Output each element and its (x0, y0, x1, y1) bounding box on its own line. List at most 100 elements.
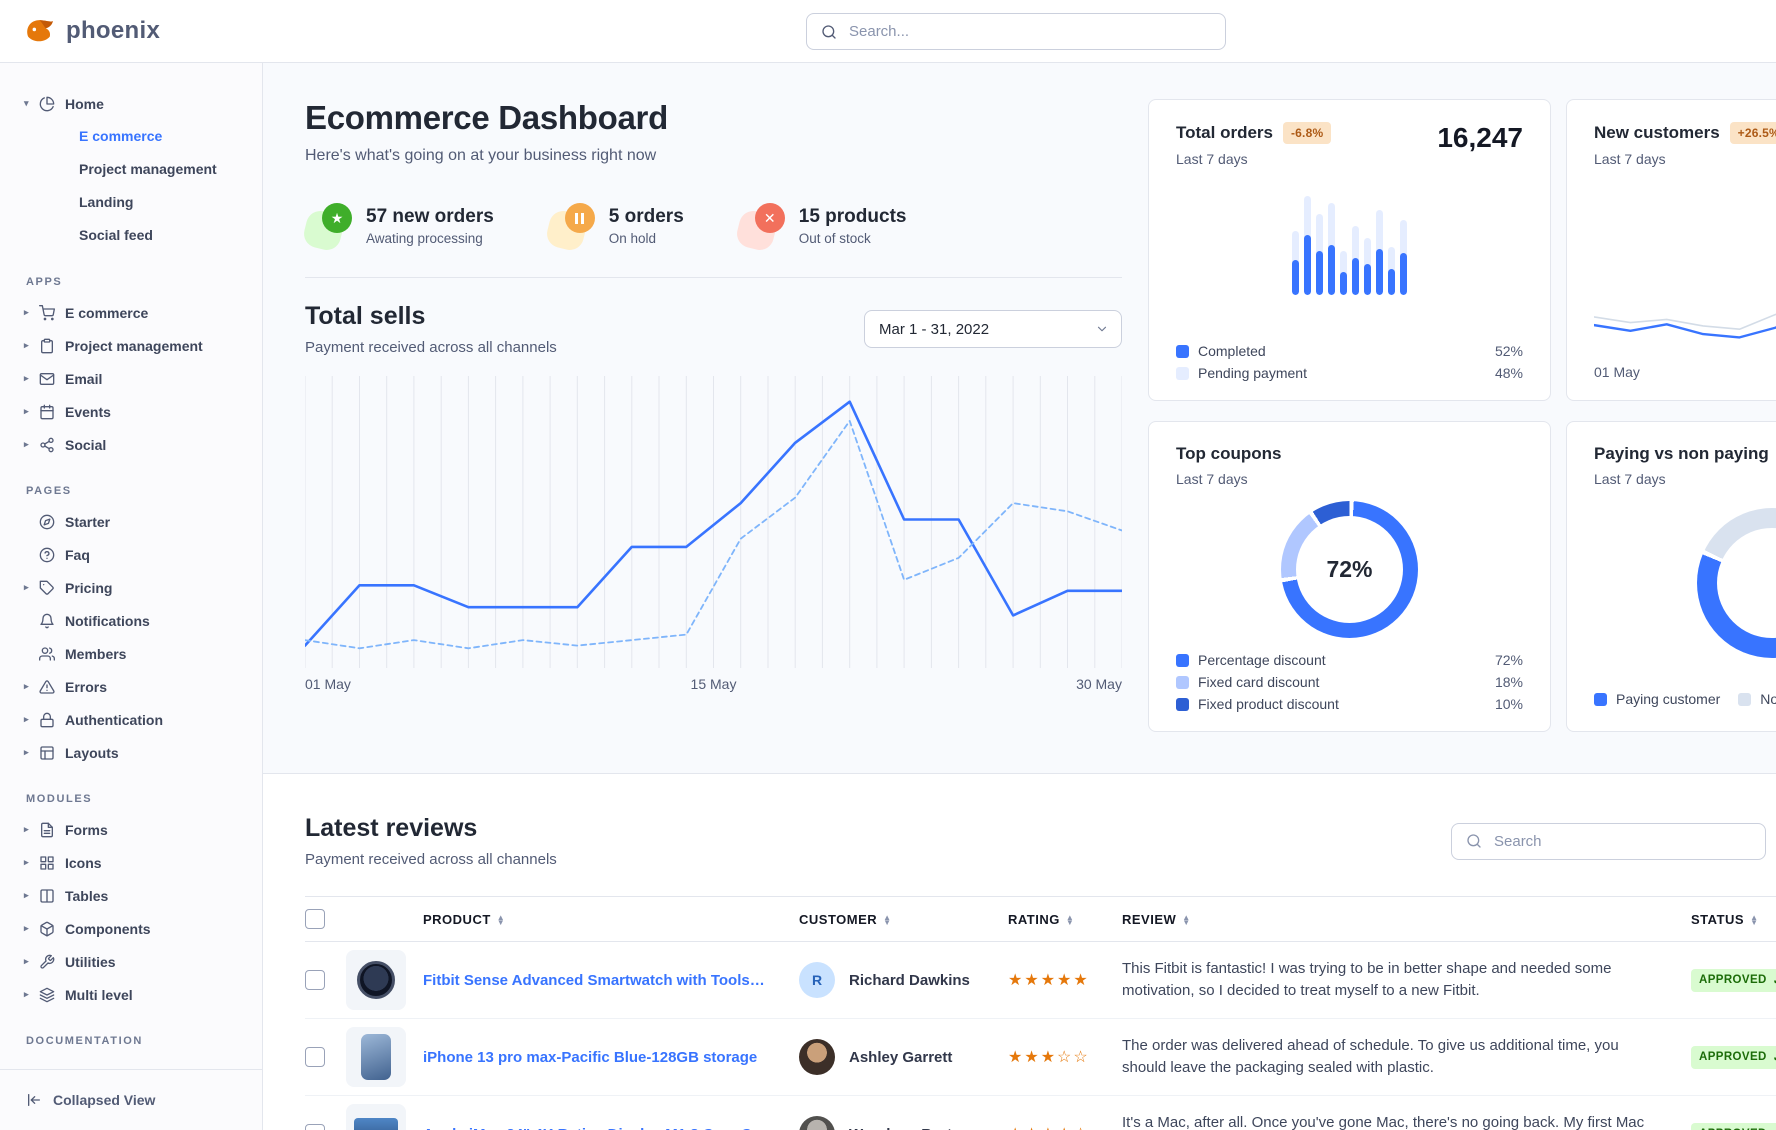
date-range-select[interactable]: Mar 1 - 31, 2022 (864, 310, 1122, 348)
calendar-icon (39, 404, 56, 420)
sidebar-item-project-management[interactable]: Project management (79, 161, 217, 177)
sidebar-item-pricing[interactable]: ▸ Pricing (24, 579, 113, 596)
legend-item: Percentage discount 72% (1176, 649, 1523, 671)
legend-swatch (1176, 344, 1189, 358)
sidebar-item-home[interactable]: ▾ Home (24, 95, 104, 112)
paying-title: Paying vs non paying (1594, 444, 1769, 463)
column-header-review[interactable]: REVIEW ▲ ▼ (1122, 896, 1691, 942)
chevron-right-icon: ▸ (24, 406, 29, 416)
sort-icon: ▲ ▼ (1182, 913, 1191, 928)
bell-icon (39, 613, 56, 629)
sidebar-item-notifications[interactable]: Notifications (0, 604, 262, 637)
sidebar-item-errors[interactable]: ▸ Errors (24, 678, 108, 695)
status-badge: APPROVED✓ (1691, 968, 1776, 992)
product-link[interactable]: Apple iMac 24" 4K Retina Display M1 8 Co… (423, 1126, 791, 1130)
chevron-right-icon: ▸ (24, 956, 29, 966)
legend-item: Paying customer (1594, 691, 1720, 707)
sidebar-item-social[interactable]: ▸ Social (24, 436, 107, 453)
top-coupons-title: Top coupons (1176, 444, 1282, 463)
paying-donut (1697, 508, 1776, 658)
sidebar-item-ecommerce-app[interactable]: ▸ E commerce (24, 304, 149, 321)
navbar-search-input[interactable] (847, 22, 1225, 41)
product-image-iphone[interactable] (346, 1027, 406, 1087)
sidebar-item-members[interactable]: Members (0, 637, 262, 670)
shopping-cart-icon (39, 304, 56, 321)
avatar-photo (799, 1116, 835, 1130)
product-image-smartwatch[interactable] (346, 950, 406, 1010)
donut-center-value: 72% (1296, 516, 1403, 623)
sort-icon: ▲ ▼ (883, 913, 892, 928)
sidebar-item-icons[interactable]: ▸ Icons (24, 854, 102, 871)
sidebar-item-email[interactable]: ▸ Email (24, 370, 103, 387)
sidebar-item-starter[interactable]: Starter (0, 505, 262, 538)
product-image-imac[interactable] (346, 1104, 406, 1130)
sidebar-home-children: E commerce Project management Landing So… (0, 120, 262, 252)
row-checkbox[interactable] (305, 1124, 325, 1130)
total-orders-legend: Completed 52% Pending payment 48% (1176, 340, 1523, 384)
reviews-search-input[interactable] (1492, 831, 1765, 851)
chevron-right-icon: ▸ (24, 307, 29, 317)
product-link[interactable]: iPhone 13 pro max-Pacific Blue-128GB sto… (423, 1048, 758, 1066)
total-sells-title: Total sells (305, 302, 426, 330)
tag-icon (39, 580, 56, 596)
sort-icon: ▲ ▼ (1065, 913, 1075, 928)
stats-row: ★ 57 new orders Awating processing 5 ord… (305, 203, 1122, 249)
new-customers-chart (1594, 313, 1776, 339)
legend-item: Non-paying customer (1738, 691, 1776, 707)
row-checkbox[interactable] (305, 970, 325, 990)
sidebar-item-landing[interactable]: Landing (79, 194, 134, 210)
dashboard-left-column: Ecommerce Dashboard Here's what's going … (305, 99, 1122, 773)
product-link[interactable]: Fitbit Sense Advanced Smartwatch with To… (423, 971, 781, 989)
alert-triangle-icon (39, 679, 56, 695)
total-orders-badge: -6.8% (1282, 122, 1332, 144)
check-icon: ✓ (1773, 1128, 1776, 1130)
collapsed-view-label: Collapsed View (53, 1092, 156, 1108)
sidebar-item-multi-level[interactable]: ▸ Multi level (24, 986, 133, 1003)
sidebar-item-layouts[interactable]: ▸ Layouts (24, 744, 119, 761)
collapsed-view-toggle[interactable]: Collapsed View (0, 1069, 262, 1130)
share-icon (39, 437, 56, 453)
sidebar-section-pages: PAGES (26, 485, 72, 497)
column-header-status[interactable]: STATUS ▲ ▼ (1691, 896, 1776, 942)
sidebar-item-tables[interactable]: ▸ Tables (24, 887, 109, 904)
customer-name: Richard Dawkins (849, 971, 970, 989)
sidebar-item-utilities[interactable]: ▸ Utilities (24, 953, 116, 970)
chevron-right-icon: ▸ (24, 439, 29, 449)
sort-icon: ▲ ▼ (1750, 913, 1759, 928)
search-icon (821, 24, 837, 40)
chevron-right-icon: ▸ (24, 714, 29, 724)
legend-swatch (1176, 366, 1189, 380)
column-header-rating[interactable]: RATING ▲ ▼ (1008, 896, 1122, 942)
sidebar-item-project-management-app[interactable]: ▸ Project management (24, 337, 203, 354)
brand-logo[interactable]: phoenix (0, 15, 160, 48)
column-header-product[interactable]: PRODUCT ▲ ▼ (423, 896, 799, 942)
new-customers-badge: +26.5% (1729, 122, 1776, 144)
stat-new-orders: ★ 57 new orders Awating processing (305, 203, 494, 249)
file-text-icon (39, 822, 56, 838)
chevron-right-icon: ▸ (24, 824, 29, 834)
chevron-down-icon (1097, 326, 1107, 332)
table-header-row: PRODUCT ▲ ▼ CUSTOMER ▲ ▼ RATING ▲ ▼ REVIEW ▲ ▼ S… (305, 896, 1776, 942)
sidebar-item-events[interactable]: ▸ Events (24, 403, 111, 420)
latest-reviews-subtitle: Payment received across all channels (305, 851, 557, 868)
check-icon: ✓ (1773, 1051, 1776, 1064)
customer-name: Ashley Garrett (849, 1048, 953, 1066)
sidebar-item-forms[interactable]: ▸ Forms (24, 821, 108, 838)
sidebar-item-components[interactable]: ▸ Components (24, 920, 151, 937)
help-circle-icon (39, 547, 56, 563)
sidebar: ▾ Home E commerce Project management Lan… (0, 63, 263, 1130)
table-icon (39, 888, 56, 904)
sidebar-item-faq[interactable]: Faq (0, 538, 262, 571)
select-all-checkbox[interactable] (305, 909, 325, 929)
kpi-cards: Total orders -6.8% Last 7 days 16,247 Co… (1148, 99, 1776, 773)
top-coupons-period: Last 7 days (1176, 471, 1248, 487)
sidebar-item-e-commerce[interactable]: E commerce (79, 128, 163, 144)
sidebar-item-authentication[interactable]: ▸ Authentication (24, 711, 163, 728)
row-checkbox[interactable] (305, 1047, 325, 1067)
reviews-table: PRODUCT ▲ ▼ CUSTOMER ▲ ▼ RATING ▲ ▼ REVIEW ▲ ▼ S… (305, 896, 1776, 1130)
total-sells-chart (305, 376, 1122, 668)
legend-item: Fixed card discount 18% (1176, 671, 1523, 693)
sidebar-item-social-feed[interactable]: Social feed (79, 227, 153, 243)
column-header-customer[interactable]: CUSTOMER ▲ ▼ (799, 896, 1008, 942)
